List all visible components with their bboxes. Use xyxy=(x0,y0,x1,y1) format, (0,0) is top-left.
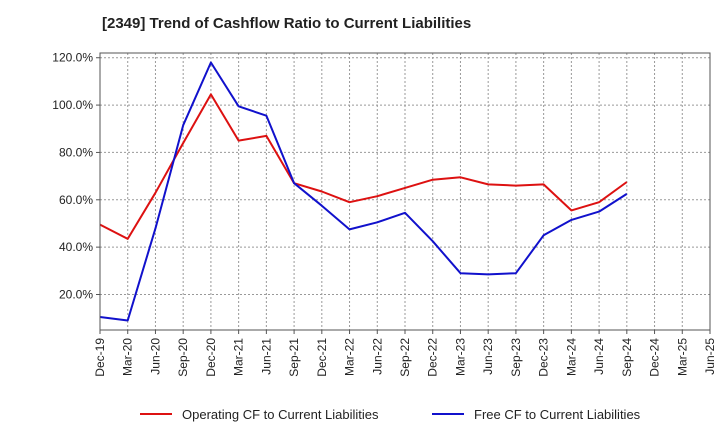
x-tick-label: Sep-21 xyxy=(287,338,301,377)
x-tick-label: Mar-21 xyxy=(232,338,246,376)
x-tick-label: Jun-25 xyxy=(703,338,717,375)
x-tick-label: Jun-24 xyxy=(592,338,606,375)
x-tick-label: Dec-21 xyxy=(315,338,329,377)
x-tick-label: Dec-19 xyxy=(93,338,107,377)
series-lines xyxy=(99,61,628,322)
x-tick-label: Mar-22 xyxy=(343,338,357,376)
x-tick-label: Dec-22 xyxy=(426,338,440,377)
x-tick-label: Sep-23 xyxy=(509,338,523,377)
legend-label-operating-cf: Operating CF to Current Liabilities xyxy=(182,407,379,422)
chart-title: [2349] Trend of Cashflow Ratio to Curren… xyxy=(102,15,472,32)
x-tick-label: Mar-20 xyxy=(121,338,135,376)
y-tick-label: 80.0% xyxy=(59,145,93,159)
x-tick-label: Dec-23 xyxy=(537,338,551,377)
y-axis-ticks: 20.0% 40.0% 60.0% 80.0% 100.0% 120.0% xyxy=(52,51,100,301)
y-tick-label: 40.0% xyxy=(59,240,93,254)
legend: Operating CF to Current Liabilities Free … xyxy=(140,407,641,422)
x-tick-label: Mar-24 xyxy=(564,338,578,376)
grid xyxy=(100,53,710,330)
x-tick-label: Dec-20 xyxy=(204,338,218,377)
x-tick-label: Sep-20 xyxy=(176,338,190,377)
plot-frame xyxy=(99,52,711,331)
x-tick-label: Mar-25 xyxy=(675,338,689,376)
legend-label-free-cf: Free CF to Current Liabilities xyxy=(474,407,641,422)
x-axis-ticks: Dec-19 Mar-20 Jun-20 Sep-20 Dec-20 Mar-21 Jun-… xyxy=(93,330,717,377)
x-tick-label: Jun-23 xyxy=(481,338,495,375)
x-tick-label: Dec-24 xyxy=(648,338,662,377)
x-tick-label: Sep-22 xyxy=(398,338,412,377)
operating-cf-series-line xyxy=(99,93,628,240)
free-cf-series-line xyxy=(99,61,628,322)
x-tick-label: Jun-22 xyxy=(370,338,384,375)
x-tick-label: Jun-21 xyxy=(259,338,273,375)
y-tick-label: 20.0% xyxy=(59,287,93,301)
y-tick-label: 120.0% xyxy=(52,51,93,65)
y-tick-label: 100.0% xyxy=(52,98,93,112)
x-tick-label: Jun-20 xyxy=(148,338,162,375)
x-tick-label: Sep-24 xyxy=(620,338,634,377)
x-tick-label: Mar-23 xyxy=(453,338,467,376)
y-tick-label: 60.0% xyxy=(59,193,93,207)
